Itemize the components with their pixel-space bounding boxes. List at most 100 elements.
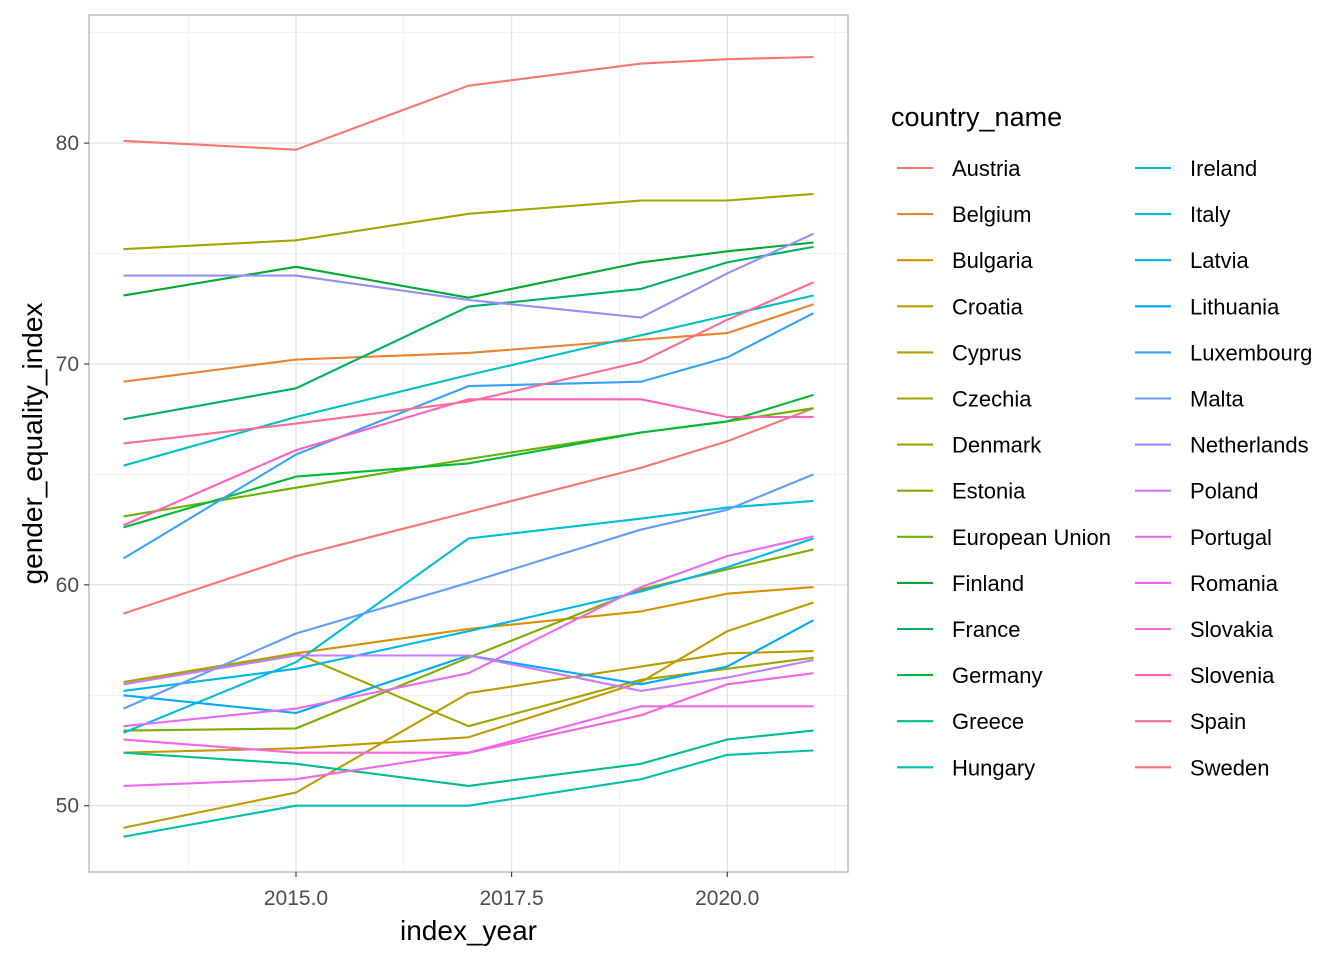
legend-label: Croatia (952, 294, 1024, 319)
x-axis: 2015.0 2017.5 2020.0 (264, 872, 759, 910)
series-line-poland (123, 654, 814, 692)
series-line-croatia (123, 601, 814, 754)
legend-label: Ireland (1190, 156, 1257, 181)
x-tick-label: 2020.0 (695, 887, 759, 910)
series-line-latvia (123, 537, 814, 692)
series-line-luxembourg (122, 312, 814, 560)
legend-label: Poland (1190, 479, 1259, 504)
series-line-spain (123, 281, 814, 445)
series-line-slovakia (123, 672, 814, 754)
series-line-france (123, 245, 814, 421)
legend-label: Lithuania (1190, 294, 1280, 319)
legend-item: Hungary (897, 755, 1035, 780)
series-line-lithuania (123, 619, 814, 715)
legend-item: Poland (1135, 479, 1259, 504)
legend-label: Denmark (952, 433, 1042, 458)
legend-label: Luxembourg (1190, 340, 1312, 365)
legend-label: Estonia (952, 479, 1026, 504)
legend-item: Lithuania (1135, 294, 1280, 319)
legend-item: Greece (897, 709, 1024, 734)
legend-item: France (897, 617, 1020, 642)
series-line-romania (123, 705, 814, 787)
legend-item: Germany (897, 663, 1042, 688)
legend-item: Portugal (1135, 525, 1272, 550)
legend-item: Ireland (1135, 156, 1257, 181)
x-axis-title: index_year (400, 915, 537, 946)
legend: country_name Austria Belgium Bulgaria Croat… (891, 102, 1312, 780)
legend-items: Austria Belgium Bulgaria Croatia Cyprus Czech… (897, 156, 1312, 780)
legend-item: Cyprus (897, 340, 1022, 365)
series-line-cyprus (123, 650, 814, 829)
legend-label: Netherlands (1190, 433, 1309, 458)
legend-item: Latvia (1135, 248, 1249, 273)
legend-label: European Union (952, 525, 1111, 550)
legend-label: Malta (1190, 387, 1245, 412)
legend-label: Bulgaria (952, 248, 1033, 273)
legend-label: Italy (1190, 202, 1230, 227)
legend-item: Croatia (897, 294, 1024, 319)
series-line-italy (123, 499, 814, 734)
legend-label: Belgium (952, 202, 1031, 227)
series-line-finland (123, 241, 814, 299)
minor-gridlines (89, 15, 848, 872)
panel-border (88, 14, 849, 873)
x-tick-label: 2017.5 (480, 887, 544, 910)
series-line-portugal (123, 535, 814, 728)
legend-title: country_name (891, 102, 1062, 132)
series-line-slovenia (123, 398, 814, 527)
series-line-sweden (123, 55, 814, 151)
legend-item: Netherlands (1135, 433, 1309, 458)
legend-label: Spain (1190, 709, 1246, 734)
series-line-denmark (123, 192, 814, 251)
y-tick-label: 80 (56, 132, 79, 155)
legend-item: European Union (897, 525, 1111, 550)
legend-item: Luxembourg (1135, 340, 1312, 365)
legend-label: Greece (952, 709, 1024, 734)
series-line-estonia (123, 548, 814, 732)
legend-item: Italy (1135, 202, 1230, 227)
legend-item: Sweden (1135, 755, 1270, 780)
legend-item: Denmark (897, 433, 1042, 458)
legend-label: Slovakia (1190, 617, 1274, 642)
y-tick-label: 70 (56, 353, 79, 376)
legend-label: Sweden (1190, 755, 1270, 780)
major-gridlines (89, 15, 848, 872)
legend-item: Malta (1135, 387, 1245, 412)
y-axis: 50 60 70 80 (56, 132, 89, 818)
x-tick-label: 2015.0 (264, 887, 328, 910)
legend-item: Bulgaria (897, 248, 1033, 273)
legend-label: Germany (952, 663, 1042, 688)
legend-label: France (952, 617, 1020, 642)
series-line-european-union (123, 407, 814, 518)
series-line-malta (123, 473, 814, 710)
legend-item: Slovenia (1135, 663, 1275, 688)
legend-label: Czechia (952, 387, 1032, 412)
series-line-netherlands (123, 232, 814, 319)
legend-item: Romania (1135, 571, 1279, 596)
legend-label: Austria (952, 156, 1021, 181)
legend-label: Latvia (1190, 248, 1249, 273)
legend-label: Hungary (952, 755, 1035, 780)
legend-label: Cyprus (952, 340, 1022, 365)
legend-item: Czechia (897, 387, 1032, 412)
y-tick-label: 50 (56, 795, 79, 818)
series-lines (122, 55, 814, 838)
legend-item: Spain (1135, 709, 1246, 734)
legend-item: Slovakia (1135, 617, 1274, 642)
series-line-czechia (123, 652, 814, 728)
legend-label: Romania (1190, 571, 1279, 596)
legend-item: Finland (897, 571, 1024, 596)
series-line-belgium (123, 303, 814, 383)
legend-item: Estonia (897, 479, 1026, 504)
series-line-ireland (123, 294, 814, 467)
series-line-austria (123, 407, 814, 615)
series-line-greece (123, 729, 814, 787)
y-tick-label: 60 (56, 574, 79, 597)
y-axis-title: gender_equality_index (17, 303, 48, 585)
legend-label: Finland (952, 571, 1024, 596)
series-line-hungary (123, 749, 814, 838)
legend-label: Slovenia (1190, 663, 1275, 688)
legend-item: Belgium (897, 202, 1031, 227)
